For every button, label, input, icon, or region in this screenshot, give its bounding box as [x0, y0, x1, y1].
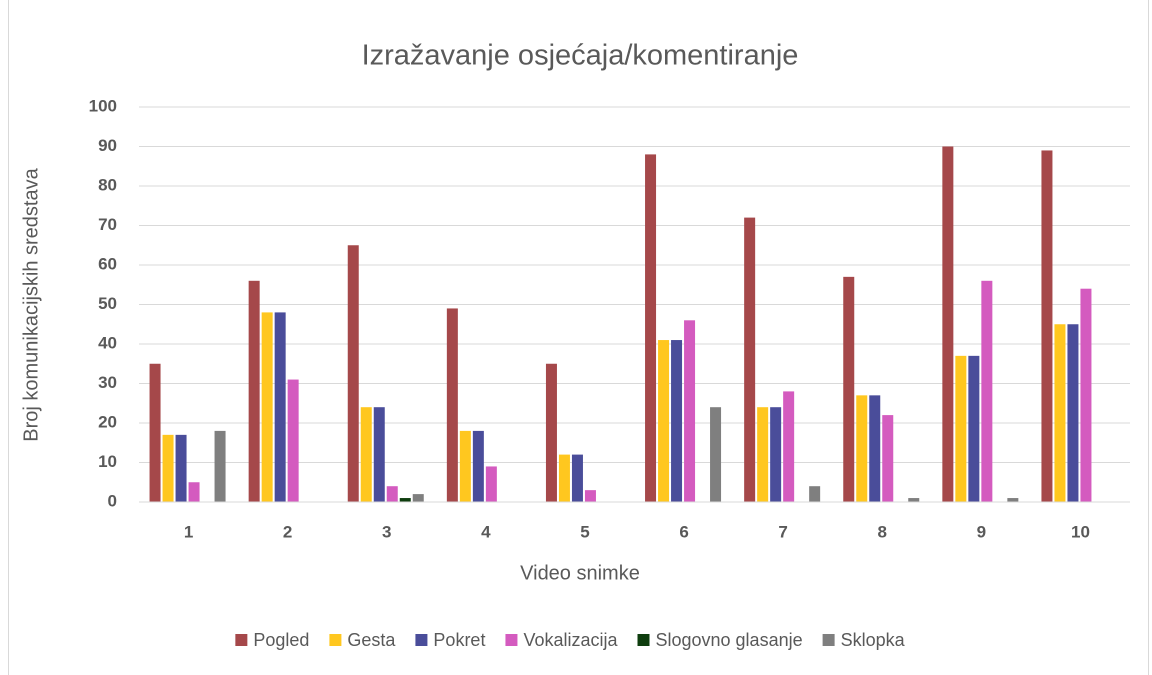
bar: [671, 340, 683, 502]
bar: [757, 407, 769, 502]
legend-label: Pokret: [433, 630, 485, 650]
bar: [347, 245, 359, 502]
x-tick-label: 10: [1071, 522, 1090, 541]
legend-label: Slogovno glasanje: [655, 630, 802, 650]
bar: [162, 434, 174, 502]
bar: [809, 486, 821, 502]
y-tick-label: 40: [98, 333, 117, 352]
y-tick-label: 10: [98, 452, 117, 471]
bar: [399, 498, 411, 502]
bar: [770, 407, 782, 502]
y-tick-label: 20: [98, 412, 117, 431]
y-tick-label: 80: [98, 175, 117, 194]
bar: [1007, 498, 1019, 502]
bar: [1080, 288, 1092, 502]
bar: [856, 395, 868, 502]
x-tick-label: 3: [382, 522, 391, 541]
bar: [373, 407, 385, 502]
bar: [658, 340, 670, 502]
x-axis-title: Video snimke: [520, 562, 640, 584]
bar: [459, 430, 471, 502]
bar: [981, 280, 993, 502]
legend-swatch: [235, 634, 248, 646]
bar: [485, 466, 497, 502]
legend-label: Pogled: [253, 630, 309, 650]
y-tick-label: 0: [108, 491, 117, 510]
bar: [942, 146, 954, 502]
y-tick-label: 60: [98, 254, 117, 273]
x-tick-label: 6: [679, 522, 688, 541]
y-tick-label: 50: [98, 294, 117, 313]
bar: [1054, 324, 1066, 502]
x-tick-label: 9: [977, 522, 986, 541]
bar: [1041, 150, 1053, 502]
bar: [287, 379, 299, 502]
legend-swatch: [637, 634, 650, 646]
bar: [744, 217, 756, 502]
chart-border: [8, 0, 1149, 675]
legend-swatch: [822, 634, 835, 646]
y-axis-title: Broj komunikacijskih sredstava: [20, 167, 42, 441]
bar: [843, 276, 855, 502]
x-tick-label: 1: [184, 522, 193, 541]
bar: [684, 320, 696, 502]
y-tick-label: 100: [89, 96, 117, 115]
legend-label: Gesta: [347, 630, 396, 650]
chart-title: Izražavanje osjećaja/komentiranje: [362, 40, 799, 72]
y-tick-label: 90: [98, 136, 117, 155]
x-tick-label: 7: [778, 522, 787, 541]
bar: [545, 363, 557, 502]
bar: [412, 494, 424, 502]
bar: [188, 482, 200, 502]
bar: [149, 363, 161, 502]
legend-swatch: [329, 634, 342, 646]
bar: [1067, 324, 1079, 502]
x-tick-label: 2: [283, 522, 292, 541]
bar: [645, 154, 657, 502]
legend-swatch: [415, 634, 428, 646]
bar: [955, 355, 967, 502]
legend-label: Vokalizacija: [523, 630, 618, 650]
legend-label: Sklopka: [841, 630, 906, 650]
bar: [571, 454, 583, 502]
x-tick-label: 5: [580, 522, 589, 541]
x-tick-label: 8: [878, 522, 887, 541]
x-tick-label: 4: [481, 522, 491, 541]
bar: [386, 486, 398, 502]
y-tick-label: 30: [98, 373, 117, 392]
bar: [472, 430, 484, 502]
bar: [360, 407, 372, 502]
bar: [783, 391, 795, 502]
bar: [175, 434, 187, 502]
bar: [214, 430, 226, 502]
bar: [558, 454, 570, 502]
bar: [261, 312, 273, 502]
bar: [882, 415, 894, 502]
bar: [248, 280, 260, 502]
legend-swatch: [505, 634, 518, 646]
bar: [584, 490, 596, 502]
bar: [274, 312, 286, 502]
bar: [968, 355, 980, 502]
y-tick-label: 70: [98, 215, 117, 234]
bar: [869, 395, 881, 502]
bar: [446, 308, 458, 502]
bar: [908, 498, 920, 502]
bar: [710, 407, 722, 502]
